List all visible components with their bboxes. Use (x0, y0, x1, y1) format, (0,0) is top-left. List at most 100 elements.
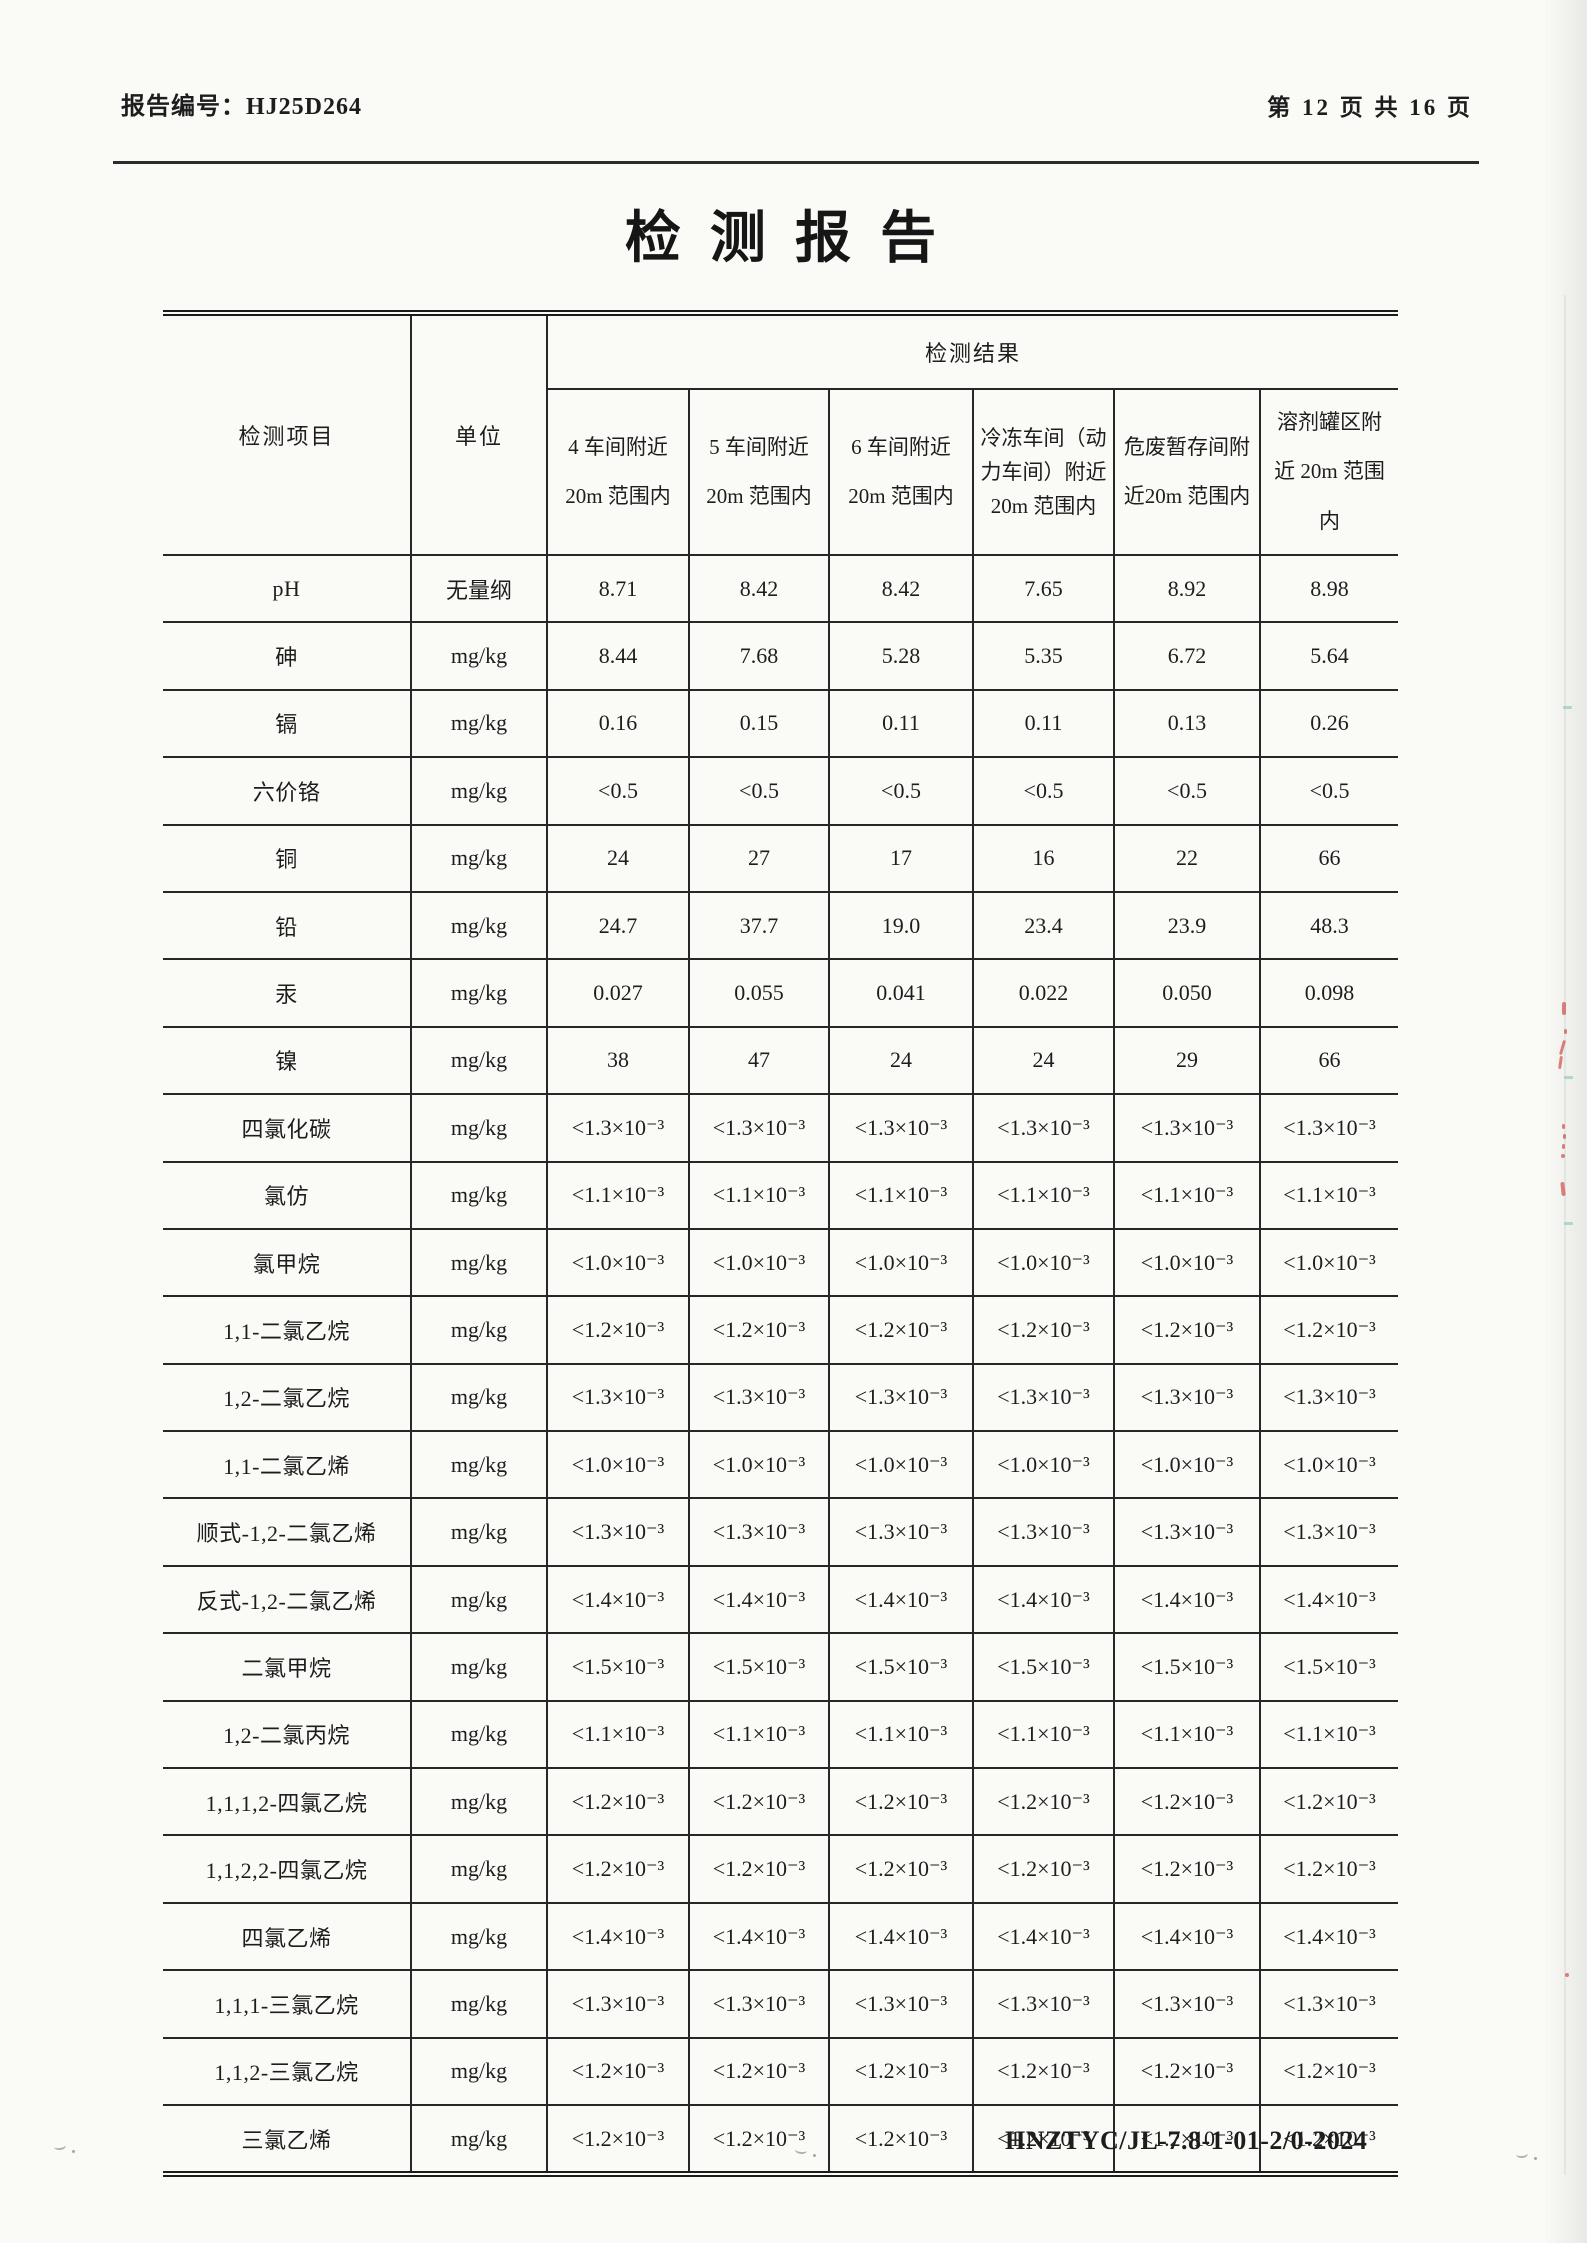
unit-cell: mg/kg (410, 1901, 548, 1972)
value-cell: <1.1×10⁻³ (972, 1699, 1115, 1770)
value-cell: <1.2×10⁻³ (546, 1767, 690, 1837)
scan-edge-shadow (1543, 0, 1587, 2243)
value-cell: <1.1×10⁻³ (546, 1160, 690, 1230)
unit-cell: 无量纲 (410, 553, 548, 624)
value-cell: 47 (688, 1025, 830, 1096)
item-cell: 铜 (163, 823, 412, 893)
value-cell: <1.4×10⁻³ (1113, 1564, 1261, 1635)
value-cell: <1.0×10⁻³ (972, 1430, 1115, 1500)
table-row: 反式-1,2-二氯乙烯 mg/kg <1.4×10⁻³ <1.4×10⁻³ <1.4×1… (163, 1564, 1399, 1635)
unit-cell: mg/kg (410, 1362, 548, 1433)
table-row: 氯仿 mg/kg <1.1×10⁻³ <1.1×10⁻³ <1.1×10⁻³ <1.1×1… (163, 1160, 1399, 1230)
value-cell: 7.65 (972, 553, 1115, 624)
item-cell: 1,1-二氯乙烯 (163, 1430, 412, 1500)
value-cell: <1.3×10⁻³ (1258, 1093, 1399, 1163)
value-cell: 0.13 (1113, 688, 1261, 759)
value-cell: <1.3×10⁻³ (688, 1969, 830, 2039)
value-cell: <1.2×10⁻³ (828, 1295, 974, 1365)
value-cell: 0.15 (688, 688, 830, 759)
value-cell: <1.2×10⁻³ (546, 2036, 690, 2106)
scan-artifact (1561, 1154, 1565, 1158)
page-indicator: 第 12 页 共 16 页 (1267, 95, 1473, 120)
value-cell: <1.2×10⁻³ (546, 2103, 690, 2175)
column-header-results: 检测结果 (545, 313, 1399, 390)
table-row: 铜 mg/kg 24 27 17 16 22 66 (163, 823, 1399, 893)
value-cell: <1.4×10⁻³ (828, 1564, 974, 1635)
value-cell: <1.2×10⁻³ (1113, 1834, 1261, 1904)
value-cell: <0.5 (546, 756, 690, 826)
value-cell: <1.2×10⁻³ (972, 2036, 1115, 2106)
scan-artifact (1563, 1134, 1566, 1139)
value-cell: <1.3×10⁻³ (972, 1497, 1115, 1567)
value-cell: <1.3×10⁻³ (688, 1362, 830, 1433)
value-cell: <1.5×10⁻³ (1258, 1632, 1399, 1702)
value-cell: <1.3×10⁻³ (688, 1093, 830, 1163)
unit-cell: mg/kg (410, 1295, 548, 1365)
value-cell: <1.1×10⁻³ (1258, 1160, 1399, 1230)
value-cell: <1.4×10⁻³ (546, 1901, 690, 1972)
report-number: 报告编号：HJ25D264 (121, 86, 362, 121)
value-cell: 19.0 (828, 890, 974, 961)
value-cell: <1.3×10⁻³ (1258, 1497, 1399, 1567)
value-cell: <1.4×10⁻³ (1258, 1564, 1399, 1635)
value-cell: <0.5 (1113, 756, 1261, 826)
unit-cell: mg/kg (410, 1834, 548, 1904)
value-cell: <1.1×10⁻³ (1113, 1160, 1261, 1230)
item-cell: 砷 (163, 621, 412, 691)
scan-artifact (1562, 1124, 1565, 1129)
value-cell: <1.3×10⁻³ (1113, 1969, 1261, 2039)
unit-cell: mg/kg (410, 1160, 548, 1230)
value-cell: 8.42 (828, 553, 974, 624)
table-row: 顺式-1,2-二氯乙烯 mg/kg <1.3×10⁻³ <1.3×10⁻³ <1.3×1… (163, 1497, 1399, 1567)
value-cell: 8.42 (688, 553, 830, 624)
document-code: HNZTYC/JL-7.8-1-01-2/0-2024 (1005, 2126, 1368, 2155)
results-table-body: pH 无量纲 8.71 8.42 8.42 7.65 8.92 8.98 砷 mg/kg 8.44 7… (163, 553, 1399, 2175)
pencil-mark (72, 2150, 75, 2153)
value-cell: <1.2×10⁻³ (688, 2036, 830, 2106)
value-cell: <0.5 (828, 756, 974, 826)
item-cell: 镍 (163, 1025, 412, 1096)
scan-artifact (1564, 1029, 1567, 1034)
scan-artifact (1562, 1002, 1566, 1015)
value-cell: 0.26 (1258, 688, 1399, 759)
value-cell: <1.3×10⁻³ (1113, 1497, 1261, 1567)
value-cell: <1.2×10⁻³ (688, 1834, 830, 1904)
location-header-2: 5 车间附近 20m 范围内 (688, 388, 830, 556)
value-cell: 23.4 (972, 890, 1115, 961)
value-cell: 38 (546, 1025, 690, 1096)
pencil-mark (1515, 2149, 1529, 2159)
value-cell: <1.0×10⁻³ (546, 1430, 690, 1500)
scan-vertical-line (1564, 295, 1566, 2175)
unit-cell: mg/kg (410, 1497, 548, 1567)
value-cell: <1.0×10⁻³ (1258, 1227, 1399, 1298)
value-cell: <1.0×10⁻³ (1113, 1227, 1261, 1298)
value-cell: <1.2×10⁻³ (1258, 2103, 1399, 2175)
table-row: 1,1-二氯乙烯 mg/kg <1.0×10⁻³ <1.0×10⁻³ <1.0×10⁻³… (163, 1430, 1399, 1500)
table-row: 三氯乙烯 mg/kg <1.2×10⁻³ <1.2×10⁻³ <1.2×10⁻³ <1.2… (163, 2103, 1399, 2175)
value-cell: 5.64 (1258, 621, 1399, 691)
location-header-3: 6 车间附近 20m 范围内 (828, 388, 974, 556)
value-cell: <1.0×10⁻³ (972, 1227, 1115, 1298)
scan-artifact (1562, 1144, 1565, 1149)
scan-artifact (1564, 1076, 1573, 1079)
value-cell: 6.72 (1113, 621, 1261, 691)
unit-cell: mg/kg (410, 621, 548, 691)
item-cell: 氯仿 (163, 1160, 412, 1230)
value-cell: 0.098 (1258, 958, 1399, 1028)
value-cell: <1.3×10⁻³ (1113, 1093, 1261, 1163)
value-cell: 0.055 (688, 958, 830, 1028)
value-cell: <1.1×10⁻³ (828, 1160, 974, 1230)
value-cell: <1.3×10⁻³ (972, 1362, 1115, 1433)
value-cell: <1.2×10⁻³ (828, 1834, 974, 1904)
unit-cell: mg/kg (410, 1969, 548, 2039)
value-cell: <1.1×10⁻³ (546, 1699, 690, 1770)
column-header-item: 检测项目 (163, 313, 412, 556)
unit-cell: mg/kg (410, 1025, 548, 1096)
value-cell: <1.5×10⁻³ (828, 1632, 974, 1702)
report-number-value: HJ25D264 (246, 94, 362, 120)
item-cell: 四氯乙烯 (163, 1901, 412, 1972)
value-cell: <0.5 (1258, 756, 1399, 826)
value-cell: <1.0×10⁻³ (1258, 1430, 1399, 1500)
table-row: 1,2-二氯乙烷 mg/kg <1.3×10⁻³ <1.3×10⁻³ <1.3×10⁻³… (163, 1362, 1399, 1433)
unit-cell: mg/kg (410, 1564, 548, 1635)
